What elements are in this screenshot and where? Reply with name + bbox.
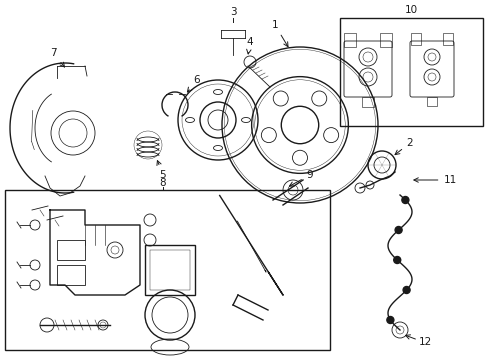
Bar xyxy=(5,190,329,350)
Text: 11: 11 xyxy=(413,175,456,185)
Bar xyxy=(145,245,195,295)
Bar xyxy=(343,33,355,47)
Bar xyxy=(410,33,420,45)
Text: 1: 1 xyxy=(271,20,287,47)
Text: 10: 10 xyxy=(404,5,417,15)
Circle shape xyxy=(402,287,409,293)
Bar xyxy=(57,265,85,285)
Bar xyxy=(442,33,452,45)
Bar xyxy=(379,33,391,47)
Bar xyxy=(426,97,436,106)
Text: 3: 3 xyxy=(229,7,236,17)
Circle shape xyxy=(394,226,401,234)
Bar xyxy=(150,250,190,290)
Text: 9: 9 xyxy=(289,170,313,186)
Bar xyxy=(57,240,85,260)
Text: 6: 6 xyxy=(187,75,200,92)
Text: 2: 2 xyxy=(394,138,412,155)
Text: 8: 8 xyxy=(160,178,166,188)
Bar xyxy=(339,18,482,126)
Circle shape xyxy=(386,316,393,324)
Text: 7: 7 xyxy=(50,48,64,67)
Text: 5: 5 xyxy=(157,161,166,180)
Text: 12: 12 xyxy=(418,337,431,347)
Bar xyxy=(361,97,373,107)
Circle shape xyxy=(393,256,400,264)
Circle shape xyxy=(401,197,408,203)
Text: 4: 4 xyxy=(246,37,253,54)
